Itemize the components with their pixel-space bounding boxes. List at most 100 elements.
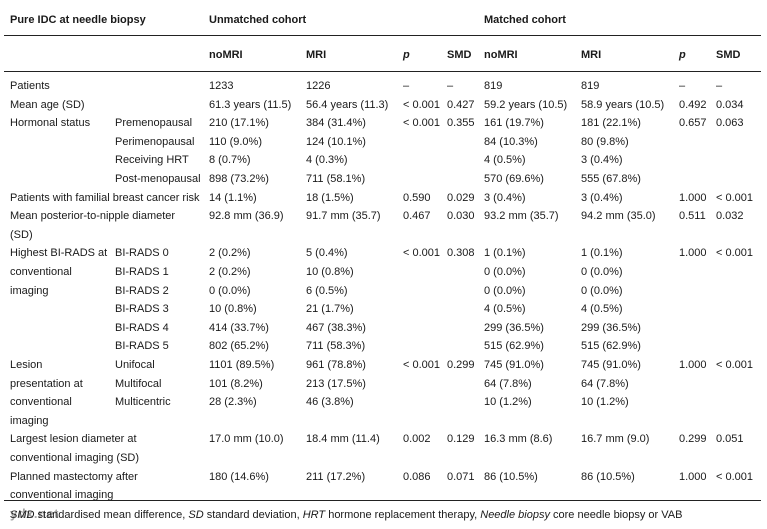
table-cell: 4 (0.5%) — [484, 154, 526, 167]
row-sublabel: Perimenopausal — [115, 135, 195, 148]
row-label: Planned mastectomy after — [10, 470, 138, 483]
row-label: Lesion — [10, 359, 43, 371]
table-cell: < 0.001 — [716, 191, 754, 204]
table-cell: 0 (0.0%) — [581, 266, 623, 278]
row-sublabel: Multicentric — [115, 396, 171, 409]
subheader-cell: SMD — [716, 49, 741, 61]
footnote-text: core needle biopsy or VAB — [549, 509, 683, 521]
table-cell: 0.299 — [447, 359, 475, 371]
row-sublabel: Unifocal — [115, 359, 155, 371]
table-cell: 961 (78.8%) — [306, 359, 366, 371]
row-label: Hormonal status — [10, 117, 91, 130]
table-cell: 86 (10.5%) — [484, 470, 538, 483]
table-cell: 299 (36.5%) — [581, 321, 641, 334]
table-cell: 58.9 years (10.5) — [581, 98, 665, 111]
table-cell: 0.071 — [447, 470, 475, 483]
footnote-text: standard deviation, — [203, 509, 303, 521]
table-cell: 16.3 mm (8.6) — [484, 433, 553, 446]
table-cell: 0.029 — [447, 191, 475, 204]
table-cell: 10 (0.8%) — [209, 303, 257, 316]
table-cell: 17.0 mm (10.0) — [209, 433, 284, 446]
row-sublabel: BI-RADS 4 — [115, 321, 169, 334]
table-cell: 18.4 mm (11.4) — [306, 433, 380, 446]
table-cell: 124 (10.1%) — [306, 135, 366, 148]
watermark-logo: ydx.net — [10, 506, 60, 521]
table-cell: 299 (36.5%) — [484, 321, 544, 334]
row-sublabel: Premenopausal — [115, 117, 193, 130]
table-cell: 93.2 mm (35.7) — [484, 210, 559, 223]
table-cell: 802 (65.2%) — [209, 340, 269, 353]
table-cell: 1.000 — [679, 247, 707, 260]
table-cell: 0.355 — [447, 117, 475, 130]
row-sublabel: BI-RADS 3 — [115, 303, 169, 316]
row-sublabel: Post-menopausal — [115, 173, 201, 185]
footnote-abbr: Needle biopsy — [480, 509, 550, 521]
table-cell: 819 — [484, 80, 503, 92]
table-cell: 6 (0.5%) — [306, 284, 348, 297]
table-cell: 10 (1.2%) — [581, 396, 629, 409]
footnote-text: standardised mean difference, — [34, 509, 189, 521]
table-cell: – — [447, 80, 454, 92]
table-cell: < 0.001 — [403, 359, 441, 371]
subheader-cell: SMD — [447, 49, 472, 61]
table-cell: 18 (1.5%) — [306, 191, 354, 204]
footnote: SMD standardised mean difference, SD sta… — [10, 509, 682, 521]
row-label: conventional — [10, 266, 72, 278]
row-label: Patients — [10, 80, 50, 92]
table-cell: 0.299 — [679, 433, 707, 446]
table-cell: 10 (1.2%) — [484, 396, 532, 409]
table-cell: < 0.001 — [716, 247, 754, 260]
table-cell: 0.427 — [447, 98, 475, 111]
table-cell: 4 (0.3%) — [306, 154, 348, 167]
table-cell: 467 (38.3%) — [306, 321, 366, 334]
table-cell: 46 (3.8%) — [306, 396, 354, 409]
table-cell: – — [679, 80, 686, 92]
subheader-cell: noMRI — [209, 49, 243, 61]
table-cell: 4 (0.5%) — [484, 303, 526, 316]
table-cell: 0 (0.0%) — [484, 266, 526, 278]
subheader-cell: noMRI — [484, 49, 518, 61]
table-cell: 2 (0.2%) — [209, 266, 251, 278]
table-cell: – — [403, 80, 410, 92]
table-cell: 92.8 mm (36.9) — [209, 210, 284, 223]
row-label: (SD) — [10, 228, 33, 241]
table-cell: 414 (33.7%) — [209, 321, 269, 334]
table-cell: 1.000 — [679, 191, 707, 204]
header-group-unmatched: Unmatched cohort — [209, 14, 307, 26]
table-cell: 94.2 mm (35.0) — [581, 210, 656, 223]
table-cell: 0.129 — [447, 433, 475, 446]
table-cell: 8 (0.7%) — [209, 154, 251, 167]
row-sublabel: BI-RADS 5 — [115, 340, 169, 353]
table-cell: < 0.001 — [403, 98, 441, 111]
table-cell: 0.002 — [403, 433, 431, 446]
row-label: Patients with familial breast cancer ris… — [10, 191, 200, 204]
header-group-matched: Matched cohort — [484, 14, 566, 26]
footnote-abbr: SD — [188, 509, 204, 521]
table-cell: 0.308 — [447, 247, 475, 260]
table-cell: 570 (69.6%) — [484, 173, 544, 185]
table-cell: < 0.001 — [403, 247, 441, 260]
table-cell: 61.3 years (11.5) — [209, 98, 292, 111]
table-cell: < 0.001 — [716, 359, 754, 371]
table-cell: 59.2 years (10.5) — [484, 98, 568, 111]
table-cell: 64 (7.8%) — [581, 377, 629, 390]
table-cell: 1.000 — [679, 359, 707, 371]
table-cell: 0.467 — [403, 210, 431, 223]
table-cell: 711 (58.3%) — [306, 340, 366, 353]
table-cell: 64 (7.8%) — [484, 377, 532, 390]
table-cell: 0.492 — [679, 98, 707, 111]
header-first-col: Pure IDC at needle biopsy — [10, 14, 146, 26]
table-cell: 0.590 — [403, 191, 431, 204]
table-cell: 0 (0.0%) — [209, 284, 251, 297]
table-cell: 181 (22.1%) — [581, 117, 641, 130]
table-cell: 110 (9.0%) — [209, 135, 262, 148]
table-cell: 1 (0.1%) — [484, 247, 526, 260]
row-label: Highest BI-RADS at — [10, 247, 108, 260]
subheader-cell: MRI — [581, 49, 602, 61]
table-cell: 898 (73.2%) — [209, 173, 269, 185]
footnote-abbr: HRT — [302, 509, 326, 521]
table-cell: 5 (0.4%) — [306, 247, 348, 260]
table-cell: 515 (62.9%) — [581, 340, 641, 353]
table-cell: 101 (8.2%) — [209, 377, 263, 390]
table-cell: 180 (14.6%) — [209, 470, 269, 483]
